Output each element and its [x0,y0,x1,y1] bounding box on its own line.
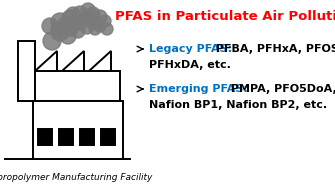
Circle shape [80,20,94,34]
Polygon shape [62,51,84,71]
Circle shape [101,23,113,35]
Circle shape [58,17,72,31]
Text: PFAS in Particulate Air Pollution: PFAS in Particulate Air Pollution [115,11,335,23]
Circle shape [61,18,79,36]
Circle shape [93,10,107,24]
Circle shape [88,15,102,29]
Circle shape [70,14,86,30]
Circle shape [86,7,100,21]
Circle shape [60,28,76,44]
Bar [59,129,73,145]
Bar [101,129,115,145]
Polygon shape [35,51,57,71]
Text: Fluoropolymer Manufacturing Facility: Fluoropolymer Manufacturing Facility [0,173,152,181]
Text: PMPA, PFO5DoA,: PMPA, PFO5DoA, [227,84,335,94]
Circle shape [51,23,69,41]
Circle shape [42,18,58,34]
Text: Emerging PFAS:: Emerging PFAS: [149,84,248,94]
Bar [80,129,94,145]
Circle shape [43,32,61,50]
Text: Legacy PFAS:: Legacy PFAS: [149,44,232,54]
Bar [18,41,35,101]
Bar [38,129,52,145]
Text: Nafion BP1, Nafion BP2, etc.: Nafion BP1, Nafion BP2, etc. [149,100,327,110]
Circle shape [51,22,65,36]
Polygon shape [89,51,111,71]
Bar [33,101,123,159]
Bar [18,71,120,101]
Circle shape [79,11,95,27]
Circle shape [81,3,95,17]
Circle shape [99,15,111,27]
Text: PFHxDA, etc.: PFHxDA, etc. [149,60,231,70]
Circle shape [94,20,106,32]
Circle shape [72,6,88,22]
Circle shape [62,10,78,26]
Circle shape [66,7,80,21]
Circle shape [89,23,101,35]
Circle shape [51,13,69,31]
Circle shape [71,24,85,38]
Text: PFBA, PFHxA, PFOS,: PFBA, PFHxA, PFOS, [212,44,335,54]
